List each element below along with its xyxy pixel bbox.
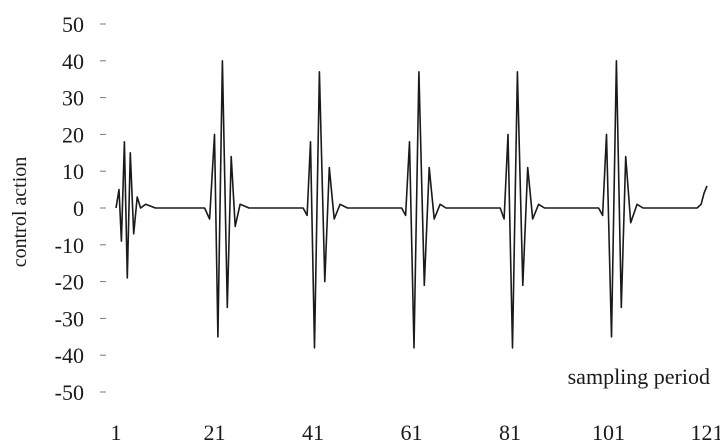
y-tick-label: 10 — [62, 159, 84, 184]
y-tick-label: -20 — [55, 270, 84, 295]
x-axis-ticks: 1 21 41 61 81 101 121 — [111, 420, 720, 445]
y-tick-label: 50 — [62, 12, 84, 37]
x-tick-label: 101 — [592, 420, 625, 445]
x-axis-label: sampling period — [568, 364, 710, 389]
series-layer — [115, 59, 708, 349]
y-tick-label: -50 — [55, 380, 84, 405]
y-tick-label: -40 — [55, 343, 84, 368]
x-tick-label: 21 — [204, 420, 226, 445]
series-line-0 — [115, 59, 708, 349]
x-tick-label: 121 — [691, 420, 720, 445]
y-tick-label: 30 — [62, 86, 84, 111]
x-tick-label: 41 — [302, 420, 324, 445]
y-axis-label: control action — [9, 157, 31, 268]
y-tick-label: 20 — [62, 122, 84, 147]
y-tick-label: 0 — [73, 196, 84, 221]
x-tick-label: 1 — [111, 420, 122, 445]
y-tick-label: 40 — [62, 49, 84, 74]
y-axis-ticks: 50 40 30 20 10 0 -10 -20 -30 -40 -50 — [55, 12, 106, 405]
y-tick-label: -10 — [55, 233, 84, 258]
x-tick-label: 61 — [401, 420, 423, 445]
y-tick-label: -30 — [55, 306, 84, 331]
x-tick-label: 81 — [499, 420, 521, 445]
